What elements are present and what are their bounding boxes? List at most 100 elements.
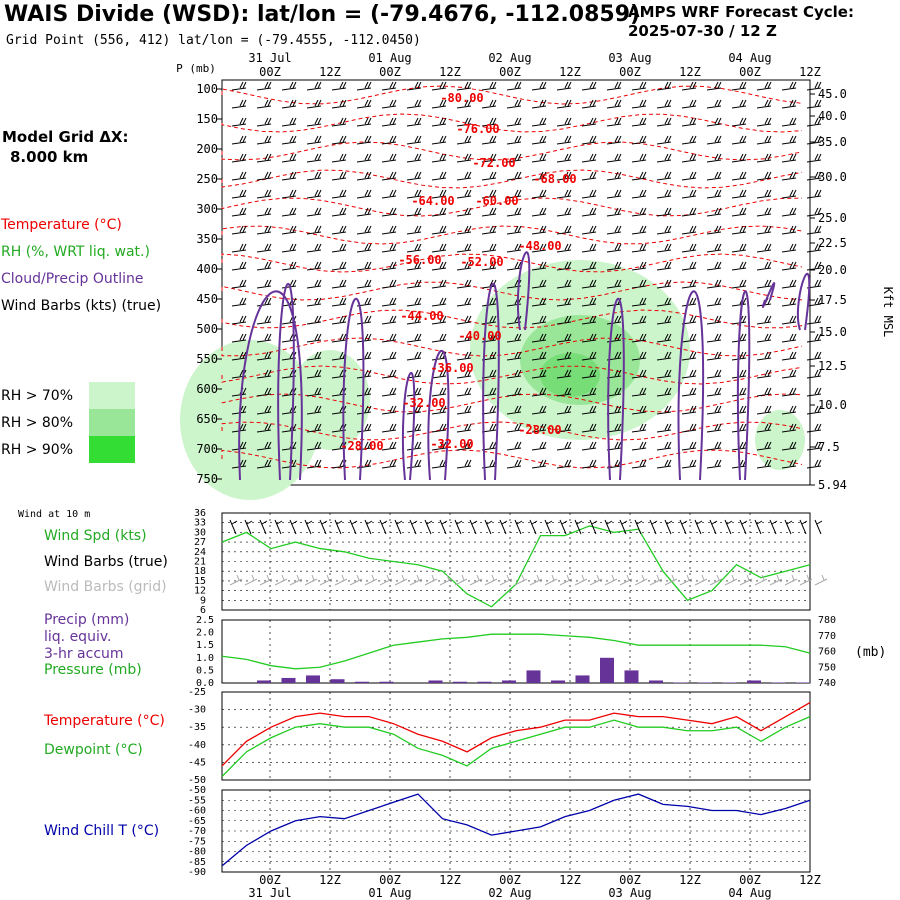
wind-barb: [556, 423, 572, 433]
wind-barb-10m: [244, 519, 253, 535]
wind-barb-grid: [619, 574, 633, 586]
wind-barb-grid: [574, 574, 588, 586]
forecast-cycle-label: AMPS WRF Forecast Cycle:: [628, 3, 854, 21]
wind-barb: [556, 117, 572, 127]
date-label-top: 02 Aug: [488, 51, 531, 65]
wind-barb: [356, 99, 372, 109]
wind-barb: [306, 297, 322, 307]
temperature-label: -48.00: [518, 239, 561, 253]
wind-barb: [531, 279, 547, 289]
precip-ytick-label: 1.0: [196, 653, 214, 664]
wind-barb: [506, 423, 522, 433]
date-label-bottom: 31 Jul: [248, 886, 291, 900]
wind-barb: [606, 279, 622, 289]
wind-barb: [631, 441, 647, 451]
legend-wind-barbs: Wind Barbs (kts) (true): [1, 298, 162, 314]
wind-barb: [231, 153, 247, 163]
pressure-tick-label: 300: [196, 202, 218, 216]
wind-barb: [631, 387, 647, 397]
wind-barb: [331, 171, 347, 181]
cloud-outline-0: [238, 290, 303, 481]
wind-barb: [431, 225, 447, 235]
wind-barb: [306, 99, 322, 109]
wind-barb: [231, 189, 247, 199]
wind-barb: [406, 297, 422, 307]
wind-barb: [431, 441, 447, 451]
wind-barb: [681, 81, 697, 91]
wind-barb: [406, 153, 422, 163]
wind-barb: [356, 333, 372, 343]
rh-region-0: [180, 340, 320, 500]
wind-barb: [631, 117, 647, 127]
wind-barb: [556, 387, 572, 397]
wind-barb: [606, 171, 622, 181]
wind-barb: [306, 351, 322, 361]
temperature-label: -80.00: [440, 91, 483, 105]
wind-barb-10m: [274, 519, 283, 535]
wind-barb: [756, 207, 772, 217]
wind-barb: [556, 171, 572, 181]
wind-barb: [331, 135, 347, 145]
precip-bar: [526, 670, 541, 683]
wind-barb: [306, 459, 322, 469]
wind-barb: [631, 135, 647, 145]
wind-barb: [556, 81, 572, 91]
precip-bar: [330, 679, 345, 683]
kft-tick-label: 7.5: [818, 440, 840, 454]
wind-barb: [731, 135, 747, 145]
wind-barb-10m: [319, 519, 328, 535]
wind-barb: [556, 441, 572, 451]
wind-barb: [731, 225, 747, 235]
wind-barb: [506, 225, 522, 235]
wind-barb: [631, 369, 647, 379]
wind-barb: [256, 333, 272, 343]
time-tick-label-top: 00Z: [259, 65, 281, 79]
wind-barb: [356, 225, 372, 235]
wind-barb: [381, 171, 397, 181]
wind-barb: [456, 333, 472, 343]
wind-barb: [456, 387, 472, 397]
wind-barb-grid: [439, 574, 453, 586]
wind-barb: [731, 117, 747, 127]
temperature-contour-0: [221, 85, 803, 105]
chill-panel-ytick-label: -60: [188, 806, 206, 817]
precip-bar: [379, 681, 394, 683]
pressure-tick-label: 700: [196, 442, 218, 456]
legend-barbs-grid: Wind Barbs (grid): [44, 579, 167, 595]
wind-barb: [681, 279, 697, 289]
precip-bar: [722, 682, 737, 683]
wind-barb: [506, 333, 522, 343]
wind-barb: [456, 297, 472, 307]
wind-barb: [231, 171, 247, 181]
wind-barb: [381, 459, 397, 469]
cloud-outline-6: [516, 251, 531, 331]
wind-barb: [706, 333, 722, 343]
wind-panel-ytick-label: 6: [200, 605, 206, 616]
wind-barb-10m: [529, 519, 538, 535]
wind-barb: [431, 99, 447, 109]
wind-barb-grid: [769, 574, 783, 586]
wind-barbs-upper: [231, 81, 822, 469]
wind-barb: [656, 207, 672, 217]
temperature-contour-7: [221, 281, 803, 301]
wind-barb: [756, 423, 772, 433]
time-tick-label-top: 00Z: [499, 65, 521, 79]
wind-barb: [281, 81, 297, 91]
wind-barb: [731, 405, 747, 415]
wind-barb: [581, 369, 597, 379]
wind-barb: [581, 153, 597, 163]
wind-barb: [431, 333, 447, 343]
wind-barb-10m: [409, 519, 418, 535]
wind-barb: [656, 279, 672, 289]
wind-barb: [356, 243, 372, 253]
temp-panel-ytick-label: -35: [188, 722, 206, 733]
wind-barb: [556, 243, 572, 253]
wind-barb: [656, 189, 672, 199]
wind-barb: [406, 189, 422, 199]
wind-barb: [381, 369, 397, 379]
wind-barb: [481, 207, 497, 217]
wind-barb-10m: [589, 519, 598, 535]
wind-barb: [531, 387, 547, 397]
precip-bar: [355, 681, 369, 683]
cloud-outline-1: [277, 283, 295, 481]
